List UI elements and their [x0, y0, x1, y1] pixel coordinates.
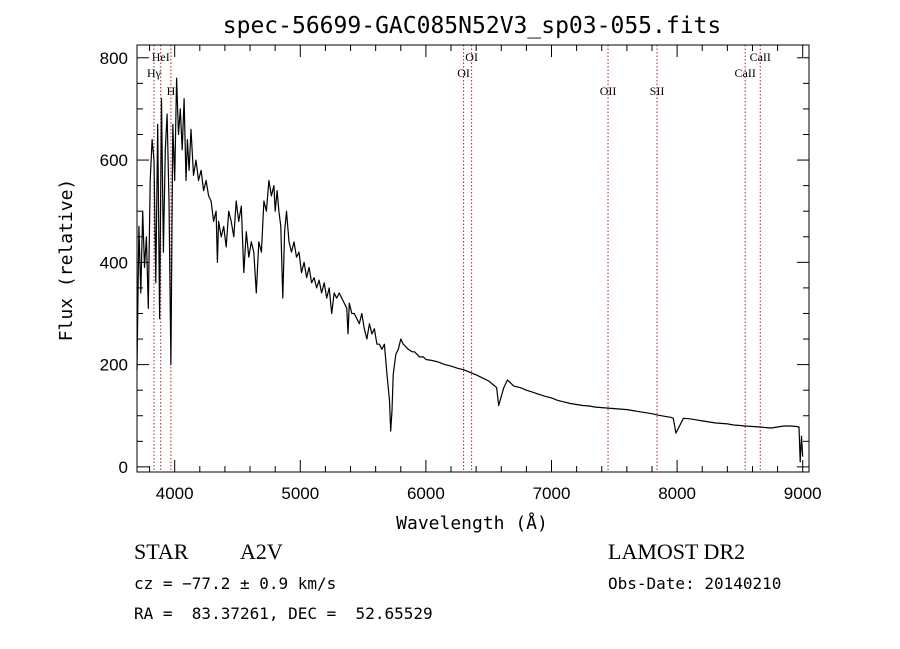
chart-title: spec-56699-GAC085N52V3_sp03-055.fits — [223, 13, 722, 39]
plot-frame — [136, 44, 810, 473]
marker-label: SII — [650, 84, 665, 98]
axis-ticks: 4000 5000 6000 7000 8000 9000 0 200 400 600 800 — [100, 45, 822, 503]
marker-label: H — [167, 84, 176, 98]
redshift-readout: cz = −77.2 ± 0.9 km/s — [134, 574, 337, 593]
survey-name: LAMOST DR2 — [608, 539, 746, 564]
line-markers: HeI Hγ H OI OI OII SII CaII CaII — [147, 45, 771, 472]
spectrum-line — [136, 77, 804, 463]
marker-label: OII — [600, 84, 617, 98]
marker-label: Hγ — [147, 66, 162, 80]
marker-label: CaII — [750, 50, 771, 64]
y-axis-label: Flux (relative) — [56, 179, 77, 342]
y-tick-label: 400 — [100, 253, 128, 272]
x-tick-label: 4000 — [156, 484, 194, 503]
x-tick-label: 7000 — [533, 484, 571, 503]
x-tick-label: 8000 — [658, 484, 696, 503]
marker-label: OI — [457, 66, 470, 80]
marker-label: HeI — [152, 50, 170, 64]
y-tick-label: 800 — [100, 49, 128, 68]
object-class: STAR — [134, 539, 189, 564]
obs-date: Obs-Date: 20140210 — [608, 574, 782, 593]
x-tick-label: 6000 — [407, 484, 445, 503]
x-tick-label: 9000 — [784, 484, 822, 503]
marker-label: CaII — [735, 66, 756, 80]
x-axis-label: Wavelength (Å) — [396, 512, 548, 534]
y-tick-label: 600 — [100, 151, 128, 170]
object-subclass: A2V — [240, 539, 283, 564]
x-tick-label: 5000 — [281, 484, 319, 503]
y-tick-label: 200 — [100, 356, 128, 375]
y-tick-label: 0 — [119, 458, 128, 477]
marker-label: OI — [465, 50, 478, 64]
coordinates-readout: RA = 83.37261, DEC = 52.65529 — [134, 604, 433, 623]
